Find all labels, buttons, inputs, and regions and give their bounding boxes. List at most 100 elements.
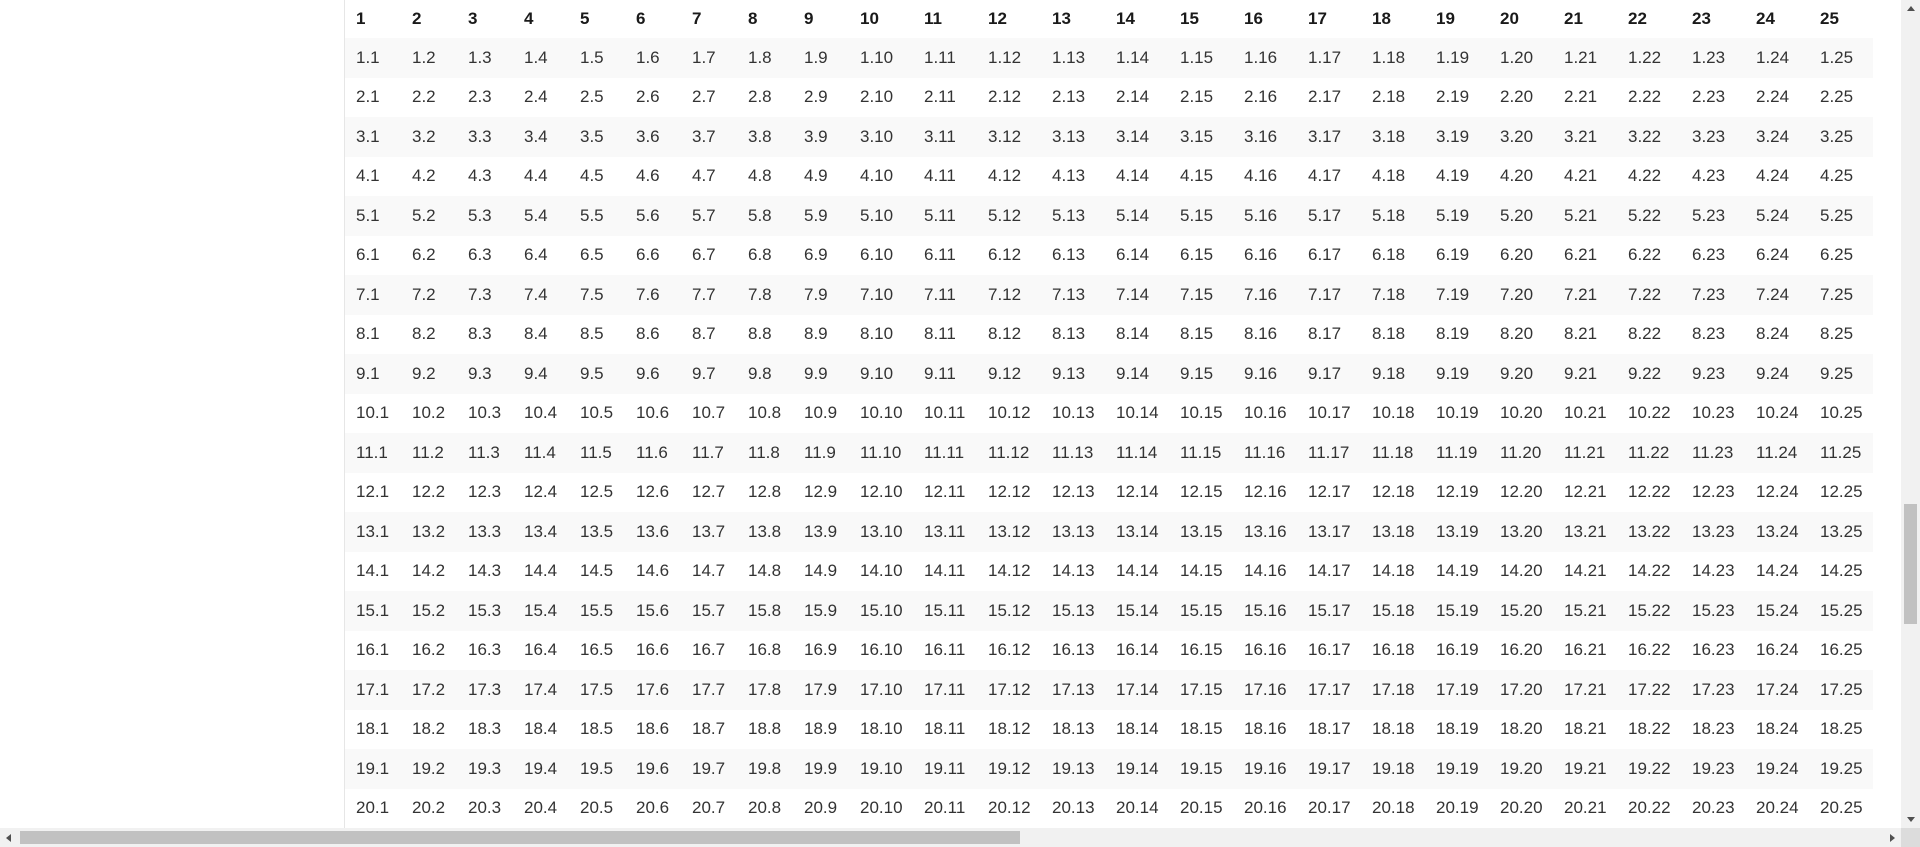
- scroll-down-button[interactable]: [1901, 811, 1920, 828]
- table-cell: 19.10: [860, 758, 903, 778]
- table-cell: 6.8: [748, 245, 772, 265]
- table-cell: 1.16: [1244, 47, 1278, 67]
- table-cell: 19.24: [1756, 758, 1799, 778]
- table-cell: 1.22: [1628, 47, 1662, 67]
- table-cell: 4.21: [1564, 166, 1598, 186]
- table-cell: 18.15: [1180, 719, 1223, 739]
- table-cell: 5.5: [580, 205, 604, 225]
- table-cell: 8.16: [1244, 324, 1278, 344]
- table-cell: 15.20: [1500, 600, 1543, 620]
- table-cell: 20.16: [1244, 798, 1287, 818]
- table-cell: 5.4: [524, 205, 548, 225]
- table-cell: 5.2: [412, 205, 436, 225]
- table-cell: 13.6: [636, 521, 670, 541]
- table-cell: 6.13: [1052, 245, 1086, 265]
- table-cell: 8.1: [356, 324, 380, 344]
- table-cell: 14.10: [860, 561, 903, 581]
- table-cell: 16.23: [1692, 640, 1735, 660]
- table-row: 9.1 9.2 9.3 9.4 9.5 9.6 9.7 9.8 9.9 9.10 9.11 9.12 9…: [345, 354, 1873, 394]
- table-cell: 12.1: [356, 482, 390, 502]
- table-cell: 20.1: [356, 798, 390, 818]
- table-cell: 16.7: [692, 640, 726, 660]
- table-cell: 5.10: [860, 205, 894, 225]
- scroll-right-button[interactable]: [1884, 828, 1901, 847]
- table-row: 15.1 15.2 15.3 15.4 15.5 15.6 15.7 15.8 15.9 15.1…: [345, 591, 1873, 631]
- table-cell: 18.14: [1116, 719, 1159, 739]
- table-cell: 18.13: [1052, 719, 1095, 739]
- scroll-up-button[interactable]: [1901, 0, 1920, 17]
- table-cell: 20.22: [1628, 798, 1671, 818]
- table-cell: 6.4: [524, 245, 548, 265]
- column-header: 6: [636, 9, 646, 28]
- table-cell: 2.13: [1052, 87, 1086, 107]
- table-cell: 19.18: [1372, 758, 1415, 778]
- table-cell: 15.3: [468, 600, 502, 620]
- vertical-scrollbar-thumb[interactable]: [1904, 504, 1917, 624]
- table-cell: 7.20: [1500, 284, 1534, 304]
- table-cell: 17.18: [1372, 679, 1415, 699]
- table-cell: 6.16: [1244, 245, 1278, 265]
- table-row: 11.1 11.2 11.3 11.4 11.5 11.6 11.7 11.8 11.9 11.1…: [345, 433, 1873, 473]
- table-cell: 20.24: [1756, 798, 1799, 818]
- table-cell: 6.14: [1116, 245, 1150, 265]
- table-cell: 17.19: [1436, 679, 1479, 699]
- table-cell: 8.4: [524, 324, 548, 344]
- table-cell: 12.19: [1436, 482, 1479, 502]
- table-cell: 20.19: [1436, 798, 1479, 818]
- table-cell: 7.21: [1564, 284, 1598, 304]
- table-cell: 8.17: [1308, 324, 1342, 344]
- table-cell: 16.8: [748, 640, 782, 660]
- table-cell: 16.24: [1756, 640, 1799, 660]
- table-cell: 10.23: [1692, 403, 1735, 423]
- table-cell: 4.8: [748, 166, 772, 186]
- table-cell: 19.11: [924, 758, 966, 778]
- table-cell: 17.24: [1756, 679, 1799, 699]
- horizontal-scrollbar[interactable]: [0, 828, 1901, 847]
- table-cell: 2.12: [988, 87, 1022, 107]
- table-cell: 9.25: [1820, 363, 1854, 383]
- table-cell: 9.17: [1308, 363, 1342, 383]
- table-cell: 18.2: [412, 719, 446, 739]
- triangle-right-icon: [1890, 833, 1895, 842]
- table-cell: 15.23: [1692, 600, 1735, 620]
- table-cell: 9.16: [1244, 363, 1278, 383]
- table-cell: 19.15: [1180, 758, 1223, 778]
- table-cell: 13.2: [412, 521, 446, 541]
- table-cell: 10.12: [988, 403, 1031, 423]
- column-header: 1: [356, 9, 366, 28]
- table-cell: 12.15: [1180, 482, 1223, 502]
- table-cell: 8.13: [1052, 324, 1086, 344]
- table-cell: 12.16: [1244, 482, 1287, 502]
- table-cell: 11.8: [748, 442, 780, 462]
- table-cell: 13.8: [748, 521, 782, 541]
- table-cell: 3.4: [524, 126, 548, 146]
- table-cell: 3.7: [692, 126, 716, 146]
- table-cell: 8.2: [412, 324, 436, 344]
- table-cell: 18.1: [356, 719, 390, 739]
- table-cell: 11.6: [636, 442, 668, 462]
- column-header: 24: [1756, 9, 1775, 28]
- table-cell: 7.2: [412, 284, 436, 304]
- table-cell: 10.5: [580, 403, 614, 423]
- column-header: 19: [1436, 9, 1455, 28]
- table-cell: 19.17: [1308, 758, 1351, 778]
- horizontal-scrollbar-thumb[interactable]: [20, 831, 1020, 844]
- table-cell: 13.23: [1692, 521, 1735, 541]
- table-cell: 17.15: [1180, 679, 1223, 699]
- table-cell: 20.9: [804, 798, 838, 818]
- table-cell: 14.18: [1372, 561, 1415, 581]
- table-cell: 7.7: [692, 284, 716, 304]
- table-cell: 14.12: [988, 561, 1031, 581]
- vertical-scrollbar[interactable]: [1901, 0, 1920, 828]
- table-cell: 11.4: [524, 442, 556, 462]
- table-cell: 1.7: [692, 47, 716, 67]
- table-cell: 6.21: [1564, 245, 1598, 265]
- table-cell: 6.7: [692, 245, 716, 265]
- table-cell: 7.17: [1308, 284, 1342, 304]
- table-cell: 16.17: [1308, 640, 1351, 660]
- table-cell: 3.25: [1820, 126, 1854, 146]
- scroll-left-button[interactable]: [0, 828, 17, 847]
- table-cell: 18.12: [988, 719, 1031, 739]
- table-cell: 7.5: [580, 284, 604, 304]
- table-cell: 11.3: [468, 442, 500, 462]
